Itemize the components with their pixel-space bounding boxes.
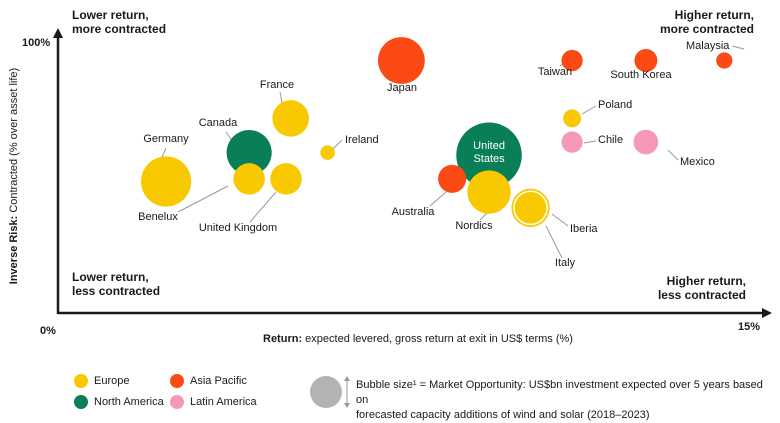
point-label-poland: Poland xyxy=(598,99,632,111)
bubble-chile xyxy=(561,131,583,153)
legend-item-north-america: North America xyxy=(74,395,164,409)
bubble-size-note-line: forecasted capacity additions of wind an… xyxy=(356,409,650,421)
point-label-malaysia: Malaysia xyxy=(686,40,730,52)
point-label-benelux: Benelux xyxy=(138,211,178,223)
leader-line-australia xyxy=(429,191,447,207)
leader-line-benelux xyxy=(177,185,229,213)
bubble-size-note: Bubble size¹ = Market Opportunity: US$bn… xyxy=(356,378,776,423)
axes xyxy=(53,28,772,318)
bubble-united-states xyxy=(456,122,522,188)
point-label-chile: Chile xyxy=(598,134,623,146)
leader-line-italy xyxy=(545,225,563,259)
quadrant-label-top-right: Higher return, more contracted xyxy=(660,8,754,36)
point-label-iberia: Iberia xyxy=(570,223,598,235)
x-tick-min-label: 0% xyxy=(40,325,56,337)
leader-line-united-kingdom xyxy=(249,191,277,223)
bubble-benelux xyxy=(233,163,265,195)
bubble-size-note-line: Bubble size¹ = Market Opportunity: US$bn… xyxy=(356,379,763,406)
y-axis-title-rest: Contracted (% over asset life) xyxy=(8,68,20,216)
point-label-italy: Italy xyxy=(555,257,576,269)
x-axis-title-rest: expected levered, gross return at exit i… xyxy=(302,333,573,345)
leader-line-chile xyxy=(583,140,597,144)
leader-line-mexico xyxy=(667,149,679,161)
bubble-italy xyxy=(513,190,548,226)
leader-line-malaysia xyxy=(731,45,745,50)
point-label-taiwan: Taiwan xyxy=(538,66,572,78)
legend-label: Asia Pacific xyxy=(190,375,247,387)
point-label-united-kingdom: United Kingdom xyxy=(199,222,277,234)
legend-swatch xyxy=(74,395,88,409)
x-axis-title: Return: expected levered, gross return a… xyxy=(263,333,573,345)
point-label-line: States xyxy=(473,153,505,165)
y-axis-title-bold: Inverse Risk: xyxy=(8,216,20,284)
quadrant-label-line: more contracted xyxy=(659,22,754,36)
point-label-canada: Canada xyxy=(199,117,238,129)
bubble-united-kingdom xyxy=(270,163,302,195)
legend-label: Europe xyxy=(94,375,130,387)
size-legend-arrow-down xyxy=(344,403,350,408)
y-tick-max-label: 100% xyxy=(22,37,50,49)
x-tick-max-label: 15% xyxy=(738,321,760,333)
bubble-ireland xyxy=(320,145,335,160)
legend-item-asia-pacific: Asia Pacific xyxy=(170,374,247,388)
bubbles xyxy=(141,37,733,227)
bubble-taiwan xyxy=(561,49,583,72)
leader-line-iberia xyxy=(551,213,569,227)
bubble-japan xyxy=(377,37,425,84)
point-label-japan: Japan xyxy=(387,82,417,94)
quadrant-label-line: less contracted xyxy=(72,284,161,298)
bubble-france xyxy=(272,100,309,137)
legend-swatch xyxy=(74,374,88,388)
quadrant-label-line: Lower return, xyxy=(72,270,149,284)
quadrant-label-top-left: Lower return, more contracted xyxy=(72,8,166,36)
legend-item-latin-america: Latin America xyxy=(170,395,257,409)
point-labels: United States Germany Japan Canada Nordics Ibe… xyxy=(138,40,730,269)
quadrant-label-line: less contracted xyxy=(657,288,746,302)
legend-swatch xyxy=(170,374,184,388)
point-label-nordics: Nordics xyxy=(455,220,493,232)
point-label-united-states: United States xyxy=(473,140,505,165)
quadrant-label-bottom-right: Higher return, less contracted xyxy=(658,274,746,302)
bubble-germany xyxy=(141,156,192,207)
bubble-australia xyxy=(438,164,467,193)
point-label-ireland: Ireland xyxy=(345,134,379,146)
quadrant-label-line: Lower return, xyxy=(72,8,149,22)
legend-label: Latin America xyxy=(190,396,257,408)
y-axis-title: Inverse Risk: Contracted (% over asset l… xyxy=(8,68,20,284)
point-label-germany: Germany xyxy=(143,133,189,145)
size-legend-arrow-up xyxy=(344,376,350,381)
bubble-poland xyxy=(563,109,582,128)
point-label-south-korea: South Korea xyxy=(610,69,672,81)
x-axis-arrowhead xyxy=(762,308,772,318)
legend-swatch xyxy=(170,395,184,409)
bubble-canada xyxy=(226,130,272,176)
leader-line-poland xyxy=(581,105,597,115)
bubble-south-korea xyxy=(634,49,658,73)
bubble-mexico xyxy=(633,129,659,155)
legend-label: North America xyxy=(94,396,164,408)
bubble-nordics xyxy=(467,170,511,214)
quadrant-label-line: more contracted xyxy=(72,22,167,36)
x-axis-title-bold: Return: xyxy=(263,333,302,345)
quadrant-label-bottom-left: Lower return, less contracted xyxy=(72,270,160,298)
legend-item-europe: Europe xyxy=(74,374,129,388)
quadrant-label-line: Higher return, xyxy=(666,274,746,288)
point-label-france: France xyxy=(260,79,294,91)
bubble-malaysia xyxy=(716,52,733,69)
point-label-line: United xyxy=(473,140,505,152)
size-legend xyxy=(310,376,350,408)
size-legend-bubble xyxy=(310,376,342,408)
y-axis-arrowhead xyxy=(53,28,63,38)
quadrant-label-line: Higher return, xyxy=(674,8,754,22)
point-label-mexico: Mexico xyxy=(680,156,715,168)
point-label-australia: Australia xyxy=(392,206,436,218)
